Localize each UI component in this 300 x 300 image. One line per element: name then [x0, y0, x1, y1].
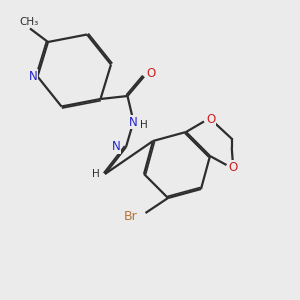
Text: N: N	[28, 70, 38, 83]
Text: O: O	[146, 67, 155, 80]
Text: Br: Br	[123, 210, 137, 223]
Text: CH₃: CH₃	[19, 17, 38, 27]
Text: H: H	[92, 169, 99, 179]
Text: N: N	[112, 140, 121, 154]
Text: O: O	[229, 161, 238, 174]
Text: H: H	[140, 120, 148, 130]
Text: N: N	[128, 116, 137, 129]
Text: O: O	[206, 112, 215, 126]
